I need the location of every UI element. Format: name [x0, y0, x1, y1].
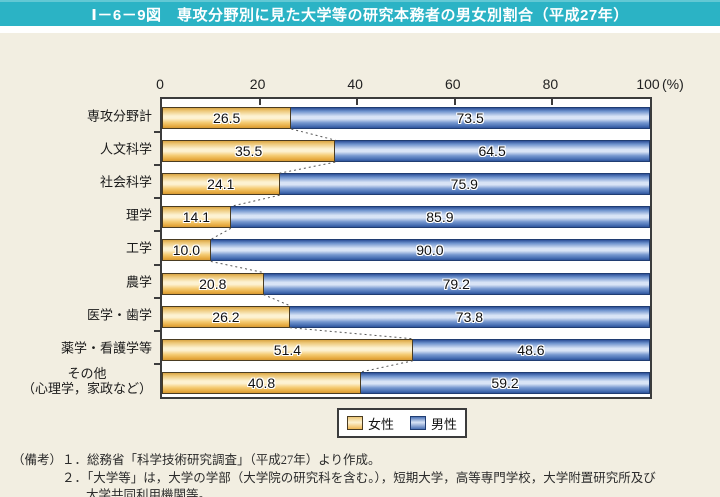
bar-row: 26.2 73.8	[162, 305, 650, 328]
connector-line	[263, 294, 291, 307]
bar-segment-female: 14.1	[162, 206, 231, 229]
axis-tick-label: 80	[542, 76, 559, 92]
category-label: 工学	[125, 240, 152, 256]
bar-row: 24.1 75.9	[162, 173, 650, 196]
category-label: 社会科学	[99, 174, 152, 190]
bar-value-female: 35.5	[234, 143, 263, 160]
bar-segment-male: 59.2	[361, 371, 650, 394]
axis-tick-label: 40	[347, 76, 363, 92]
bar-segment-male: 90.0	[210, 239, 650, 262]
bar-row: 20.8 79.2	[162, 272, 650, 295]
notes-item: １．総務省「科学技術研究調査」（平成27年）より作成。	[62, 453, 381, 467]
category-label: その他 （心理学，家政など）	[21, 365, 152, 396]
bar-row: 14.1 85.9	[162, 206, 650, 229]
bar-value-female: 14.1	[182, 209, 211, 226]
bar-segment-male: 48.6	[412, 338, 650, 361]
bar-row: 10.0 90.0	[162, 239, 650, 262]
bar-segment-male: 64.5	[335, 140, 650, 163]
bar-value-male: 73.8	[455, 308, 484, 325]
connector-line	[210, 260, 264, 274]
category-tick-mark	[154, 131, 161, 134]
bar-segment-female: 24.1	[162, 173, 280, 196]
bar-value-female: 51.4	[273, 341, 302, 358]
legend-swatch-male	[410, 416, 426, 430]
connector-line	[360, 360, 413, 373]
bar-value-female: 26.5	[213, 110, 241, 126]
bar-value-female: 40.8	[247, 374, 276, 391]
bar-segment-male: 73.5	[291, 107, 650, 129]
category-tick-mark	[154, 263, 161, 266]
notes-items: １．総務省「科学技術研究調査」（平成27年）より作成。 ２．「大学等」は，大学の学…	[62, 452, 656, 497]
connector-line	[230, 194, 280, 207]
bar-value-male: 75.9	[450, 176, 478, 193]
axis-tick-mark	[551, 99, 554, 105]
notes-label: （備考）	[12, 453, 63, 467]
bar-segment-female: 20.8	[162, 272, 264, 295]
axis-tick-label: 20	[249, 76, 266, 92]
axis-tick-mark	[453, 99, 456, 105]
bar-value-female: 20.8	[199, 275, 227, 292]
chart-panel: 0 20 40 60 80 100 (%) 26.5 73.5 35.5 64.5 24.1 75.9…	[0, 33, 720, 497]
figure-title: Ⅰ－6－9図 専攻分野別に見た大学等の研究本務者の男女別割合（平成27年）	[91, 6, 629, 24]
bar-value-female: 24.1	[207, 176, 235, 193]
axis-tick-label: 100	[636, 76, 660, 92]
category-label: 薬学・看護学等	[60, 340, 152, 356]
bar-value-male: 79.2	[442, 275, 470, 292]
category-label: 理学	[125, 207, 152, 223]
bar-value-male: 90.0	[416, 242, 444, 259]
axis-tick-label: 0	[156, 76, 164, 92]
legend: 女性 男性	[337, 408, 467, 438]
bar-row: 26.5 73.5	[162, 107, 650, 129]
bar-segment-male: 73.8	[289, 305, 650, 328]
bar-segment-female: 26.5	[162, 107, 292, 129]
axis-unit-label: (%)	[662, 76, 684, 92]
axis-tick-mark	[356, 99, 359, 105]
bar-segment-male: 75.9	[279, 173, 650, 196]
category-label: 農学	[125, 274, 152, 290]
category-tick-mark	[154, 296, 161, 299]
notes-item: ２．「大学等」は，大学の学部（大学院の研究科を含む。），短期大学，高等専門学校，…	[62, 470, 656, 497]
legend-item: 女性	[346, 414, 394, 433]
legend-swatch-female	[346, 416, 363, 430]
bar-value-male: 48.6	[517, 341, 545, 358]
axis-tick-label: 60	[445, 76, 461, 92]
category-tick-mark	[154, 362, 161, 365]
axis-tick-mark	[258, 99, 261, 105]
connector-line	[289, 327, 413, 340]
category-tick-mark	[154, 329, 161, 332]
category-label: 人文科学	[99, 141, 152, 157]
category-label: 医学・歯学	[86, 307, 152, 323]
bar-value-female: 26.2	[212, 308, 240, 325]
category-tick-mark	[154, 197, 161, 200]
bar-segment-female: 10.0	[162, 239, 211, 262]
bar-segment-female: 35.5	[162, 140, 336, 163]
category-tick-mark	[154, 230, 161, 233]
legend-label: 男性	[431, 416, 458, 432]
legend-item: 男性	[410, 414, 457, 433]
bar-value-female: 10.0	[172, 242, 201, 259]
bar-row: 35.5 64.5	[162, 140, 650, 163]
bar-row: 40.8 59.2	[162, 371, 650, 394]
bar-value-male: 85.9	[426, 209, 454, 226]
figure-title-bar: Ⅰ－6－9図 専攻分野別に見た大学等の研究本務者の男女別割合（平成27年）	[0, 0, 720, 26]
connector-line	[279, 161, 336, 174]
bar-segment-female: 51.4	[162, 338, 413, 361]
connector-line	[210, 227, 232, 240]
bar-value-male: 73.5	[456, 110, 484, 126]
bar-segment-female: 26.2	[162, 305, 290, 328]
bar-segment-male: 79.2	[263, 272, 650, 295]
notes: （備考） １．総務省「科学技術研究調査」（平成27年）より作成。 ２．「大学等」は…	[12, 452, 656, 497]
bar-value-male: 64.5	[478, 143, 506, 160]
category-label: 専攻分野計	[86, 108, 152, 124]
plot-area: 26.5 73.5 35.5 64.5 24.1 75.9 14.1 85.9 10.0 90.0…	[154, 97, 652, 399]
category-tick-mark	[154, 164, 161, 167]
bar-row: 51.4 48.6	[162, 338, 650, 361]
legend-label: 女性	[367, 416, 394, 432]
bar-segment-female: 40.8	[162, 371, 362, 394]
bar-value-male: 59.2	[491, 374, 519, 391]
bar-segment-male: 85.9	[230, 206, 650, 229]
connector-line	[291, 128, 336, 141]
